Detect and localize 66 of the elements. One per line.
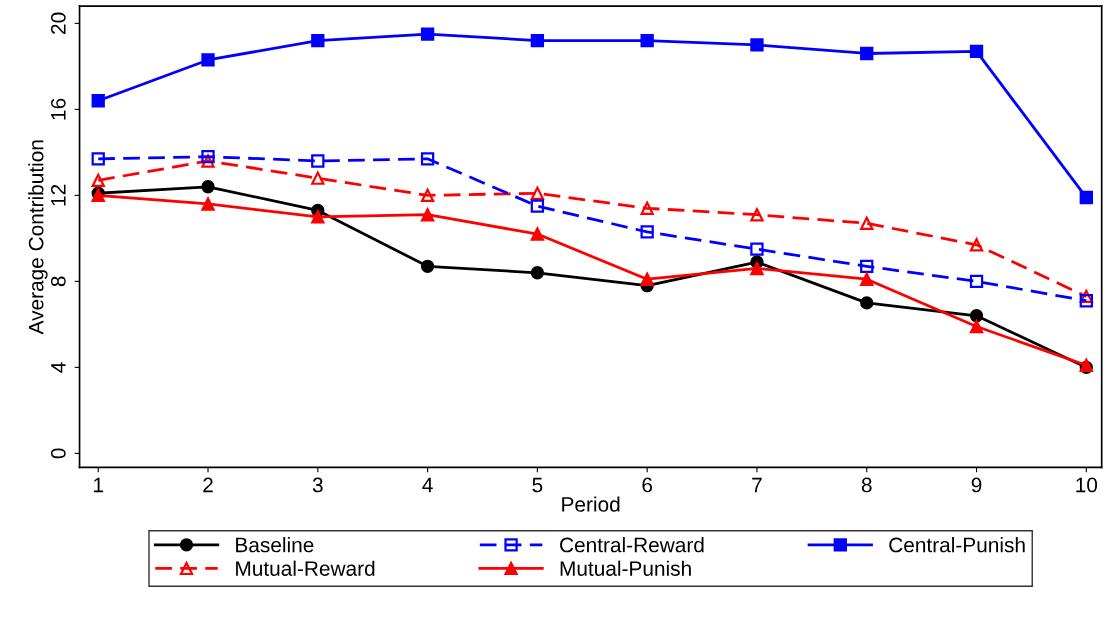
point xyxy=(969,274,984,289)
point xyxy=(201,180,215,194)
point xyxy=(201,154,215,168)
point xyxy=(640,272,654,286)
point xyxy=(311,33,325,48)
point xyxy=(1079,289,1093,304)
point xyxy=(860,46,874,61)
point xyxy=(1079,190,1093,205)
legend-label: Central-Reward xyxy=(560,537,704,553)
y-tick-label: 12 xyxy=(50,184,66,206)
x-tick-label: 1 xyxy=(94,477,103,493)
point xyxy=(530,186,545,200)
x-axis-title: Period xyxy=(562,496,620,512)
point xyxy=(311,210,325,224)
legend-label: Mutual-Punish xyxy=(560,560,691,576)
point xyxy=(750,38,764,52)
point xyxy=(530,199,545,213)
point xyxy=(640,33,654,48)
point xyxy=(91,94,105,108)
x-tick-label: 2 xyxy=(203,477,213,493)
y-tick-label: 16 xyxy=(50,98,66,120)
point xyxy=(420,208,435,222)
point xyxy=(201,53,215,67)
x-tick-label: 3 xyxy=(312,477,323,493)
point xyxy=(91,173,105,187)
point xyxy=(750,242,764,256)
x-tick-label: 9 xyxy=(971,477,982,493)
y-axis-title: Average Contribution xyxy=(28,140,48,335)
legend-label: Baseline xyxy=(236,537,314,553)
point xyxy=(311,154,325,168)
x-tick-label: 8 xyxy=(861,477,872,493)
point xyxy=(420,152,435,166)
point xyxy=(969,309,984,323)
x-tick-label: 7 xyxy=(752,477,762,493)
point xyxy=(860,216,874,230)
point xyxy=(530,266,545,280)
point xyxy=(201,150,215,164)
x-tick-label: 6 xyxy=(642,477,653,493)
y-tick-label: 4 xyxy=(51,362,66,373)
point xyxy=(860,259,874,273)
point xyxy=(860,296,874,310)
legend-label: Mutual-Reward xyxy=(236,560,375,576)
y-tick-label: 0 xyxy=(50,448,66,459)
point xyxy=(860,272,874,286)
legend-label: Central-Punish xyxy=(889,537,1025,553)
point xyxy=(201,197,215,211)
point xyxy=(420,188,435,203)
x-tick-label: 5 xyxy=(532,477,543,493)
point xyxy=(1079,294,1093,308)
x-tick-label: 4 xyxy=(422,477,433,493)
point xyxy=(969,319,984,334)
point xyxy=(530,33,545,48)
point xyxy=(750,208,764,222)
point xyxy=(969,44,984,58)
point xyxy=(91,152,105,166)
point xyxy=(420,27,435,41)
x-tick-label: 10 xyxy=(1076,477,1098,493)
y-tick-label: 20 xyxy=(50,12,66,34)
y-tick-label: 8 xyxy=(50,276,66,287)
point xyxy=(969,238,984,252)
point xyxy=(640,225,654,239)
point xyxy=(530,227,545,241)
point xyxy=(311,171,325,185)
point xyxy=(420,259,435,273)
point xyxy=(750,261,764,276)
point xyxy=(640,201,654,215)
